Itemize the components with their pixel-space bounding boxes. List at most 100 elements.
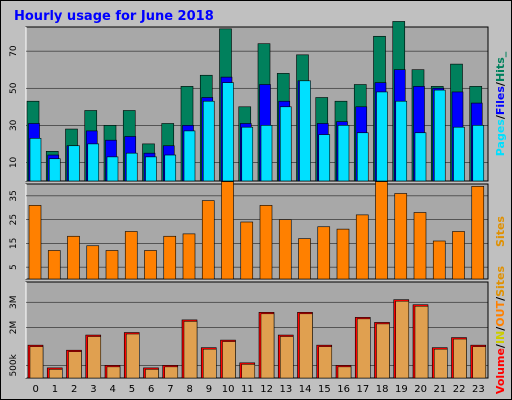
- panel-hits-files-pages: 10 30 50 70 Pages/Files/Hits_: [9, 21, 507, 182]
- legend-entry: Sites: [494, 265, 507, 296]
- bar-sites: [240, 221, 254, 280]
- x-tick-label: 20: [414, 384, 427, 395]
- panel-sites: 5 15 25 35 Sites: [9, 181, 507, 280]
- bar-pages: [145, 156, 157, 182]
- bar-pages: [318, 134, 331, 182]
- x-tick-label: 7: [167, 384, 173, 395]
- bar-pages: [414, 132, 427, 182]
- bar-pages: [68, 145, 80, 182]
- bar-in: [29, 346, 44, 379]
- bar-sites: [201, 200, 215, 280]
- x-tick-label: 0: [32, 384, 38, 395]
- y-tick-label: 35: [9, 190, 19, 201]
- bar-pages: [106, 156, 119, 182]
- bar-pages: [241, 126, 254, 182]
- bar-pages: [202, 100, 215, 182]
- bar-pages: [337, 125, 350, 182]
- x-tick-label: 6: [148, 384, 154, 395]
- y-tick-label: 15: [9, 238, 19, 249]
- bar-pages: [87, 143, 100, 182]
- bar-pages: [125, 152, 138, 182]
- x-tick-label: 12: [260, 384, 273, 395]
- bar-pages: [164, 154, 177, 182]
- y-tick-label: 3M: [9, 295, 19, 309]
- y-tick-label: 2M: [9, 321, 19, 335]
- series-legend: Volume/IN/OUT/Sites: [494, 265, 507, 394]
- bar-in: [395, 300, 409, 379]
- y-tick-label: 70: [9, 45, 19, 57]
- bar-in: [203, 348, 217, 379]
- bar-sites: [86, 245, 100, 280]
- bar-pages: [395, 100, 408, 182]
- legend-entry: /: [494, 81, 507, 86]
- bar-sites: [413, 212, 427, 280]
- bar-sites: [28, 205, 42, 280]
- y-tick-label: 50: [9, 82, 19, 94]
- bar-in: [260, 313, 275, 379]
- y-tick-label: 30: [9, 119, 19, 131]
- legend-entry: OUT: [494, 300, 507, 326]
- bar-in: [434, 348, 448, 379]
- bar-pages: [279, 106, 292, 182]
- bar-in: [453, 338, 467, 379]
- bar-in: [145, 369, 159, 379]
- bar-sites: [452, 231, 465, 280]
- legend-entry: _: [494, 51, 507, 57]
- panel-background: [25, 26, 489, 182]
- bar-sites: [298, 238, 311, 280]
- bar-in: [126, 333, 140, 379]
- y-tick-label: 10: [9, 156, 19, 168]
- bar-sites: [47, 250, 61, 280]
- bar-in: [49, 369, 63, 379]
- series-legend: Pages/Files/Hits_: [494, 51, 507, 156]
- legend-entry: Pages: [494, 119, 507, 157]
- x-tick-label: 2: [71, 384, 77, 395]
- bar-pages: [183, 130, 196, 182]
- bar-sites: [105, 250, 119, 280]
- bar-sites: [144, 250, 157, 280]
- x-tick-label: 10: [222, 384, 235, 395]
- x-tick-label: 4: [109, 384, 115, 395]
- legend-entry: /: [494, 296, 507, 301]
- x-tick-label: 15: [318, 384, 331, 395]
- x-tick-label: 23: [472, 384, 485, 395]
- bar-sites: [394, 193, 408, 280]
- legend-entry: IN: [494, 331, 507, 344]
- bar-in: [357, 318, 371, 379]
- x-tick-label: 14: [299, 384, 312, 395]
- x-tick-label: 18: [376, 384, 389, 395]
- x-tick-label: 13: [280, 384, 293, 395]
- bar-in: [183, 321, 198, 379]
- legend-entry: Files: [494, 86, 507, 116]
- panel-background: [25, 183, 489, 280]
- bar-in: [241, 364, 255, 379]
- bar-sites: [124, 231, 138, 280]
- x-tick-label: 19: [395, 384, 408, 395]
- bar-in: [337, 366, 352, 379]
- panel-background: [25, 281, 489, 379]
- x-tick-label: 9: [206, 384, 212, 395]
- y-tick-label: 25: [9, 214, 19, 225]
- bar-pages: [376, 91, 388, 182]
- bar-sites: [163, 235, 177, 280]
- bar-sites: [375, 181, 388, 280]
- legend-entry: /: [494, 114, 507, 119]
- bar-pages: [222, 82, 234, 182]
- bar-in: [376, 323, 390, 379]
- bar-in: [299, 313, 313, 379]
- bar-pages: [433, 89, 446, 182]
- x-tick-label: 16: [337, 384, 350, 395]
- bar-in: [472, 346, 486, 379]
- bar-sites: [221, 181, 234, 280]
- bar-sites: [259, 205, 273, 280]
- x-tick-label: 5: [129, 384, 135, 395]
- legend-entry: /: [494, 326, 507, 331]
- bar-in: [68, 351, 82, 379]
- bar-pages: [356, 132, 369, 182]
- x-tick-label: 8: [186, 384, 192, 395]
- bar-in: [106, 366, 121, 379]
- x-tick-label: 17: [357, 384, 370, 395]
